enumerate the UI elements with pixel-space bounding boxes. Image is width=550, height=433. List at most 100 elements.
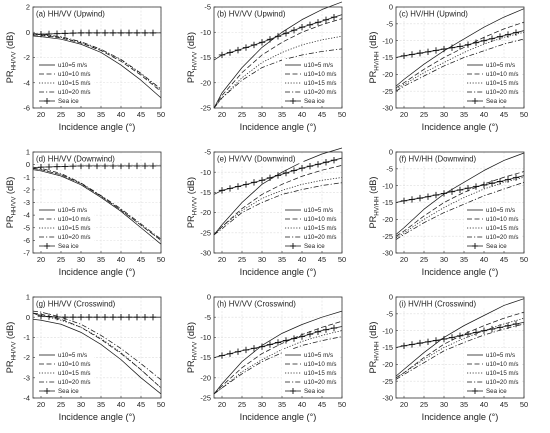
y-axis-label-unit: (dB) — [5, 322, 15, 342]
sea-ice-marker — [218, 352, 226, 359]
legend-box — [282, 349, 340, 396]
legend-label: u10=10 m/s — [486, 71, 519, 78]
sea-ice-marker — [125, 29, 133, 37]
sea-ice-marker — [298, 333, 306, 340]
sea-ice-marker — [141, 29, 149, 37]
series — [32, 166, 162, 240]
series-line — [32, 169, 162, 245]
y-axis-label: PRHV/HH (dB) — [368, 322, 381, 374]
legend: u10=5 m/s u10=10 m/s u10=15 m/s u10=20 m/s S… — [464, 59, 522, 106]
series — [32, 33, 162, 90]
y-axis-label: PRHH/VV (dB) — [5, 32, 18, 84]
y-axis-label-subscript: HV/VV — [192, 51, 199, 70]
series-line — [395, 38, 525, 92]
sea-ice-marker — [290, 335, 298, 342]
legend: u10=5 m/s u10=10 m/s u10=15 m/s u10=20 m/s S… — [36, 204, 94, 251]
sea-ice-marker — [456, 186, 464, 194]
plot-frame — [395, 151, 525, 254]
x-tick-label: 40 — [298, 110, 306, 119]
y-tick-label: -20 — [200, 373, 211, 382]
y-tick-label: -15 — [200, 353, 211, 362]
x-tick-label: 20 — [400, 400, 408, 409]
y-axis-label-unit: (dB) — [5, 32, 15, 52]
legend-label: u10=20 m/s — [486, 89, 519, 96]
sea-ice-marker — [109, 314, 117, 321]
y-tick-label: -15 — [382, 53, 393, 62]
y-axis-label-subscript: HH/VV — [11, 341, 18, 361]
x-tick-label: 25 — [420, 400, 428, 409]
legend-label: u10=20 m/s — [486, 234, 519, 241]
panel-title: (h) HV/VV (Crosswind) — [217, 299, 296, 308]
x-tick-label: 45 — [137, 110, 145, 119]
y-tick-label: -20 — [382, 70, 393, 79]
legend-label: u10=20 m/s — [486, 379, 519, 386]
sea-ice-marker — [448, 188, 456, 195]
series — [395, 323, 525, 380]
x-tick-label: 20 — [400, 110, 408, 119]
legend: u10=5 m/s u10=10 m/s u10=15 m/s u10=20 m/s S… — [282, 204, 340, 251]
x-tick-label: 25 — [238, 255, 246, 264]
sea-ice-marker — [488, 180, 496, 187]
x-tick-label: 45 — [137, 400, 145, 409]
legend-label: u10=15 m/s — [486, 370, 519, 377]
x-tick-label: 30 — [440, 110, 448, 119]
legend-label: u10=10 m/s — [304, 216, 337, 223]
legend-label: u10=15 m/s — [58, 370, 91, 377]
y-tick-label: -30 — [382, 249, 393, 258]
series — [395, 176, 525, 239]
x-tick-label: 50 — [338, 110, 346, 119]
sea-ice-marker — [117, 314, 125, 321]
y-tick-label: -10 — [382, 181, 393, 190]
sea-ice-marker — [330, 14, 338, 21]
series — [213, 182, 343, 236]
chart-panel: 20 25 30 35 40 45 50 -30 -25 -20 -15 -10 -5 (e) HV/VV… — [186, 148, 346, 277]
x-tick-label: 35 — [97, 110, 105, 119]
y-tick-label: -10 — [200, 168, 211, 177]
series — [32, 168, 162, 241]
sea-ice-marker — [416, 49, 424, 57]
legend-label: Sea ice — [58, 243, 79, 250]
x-tick-label: 50 — [520, 400, 528, 409]
y-axis-label-main: PR — [5, 215, 15, 228]
series — [395, 311, 525, 379]
y-tick-label: -5 — [386, 164, 393, 173]
series — [213, 14, 343, 61]
sea-ice-marker — [77, 314, 85, 321]
y-tick-label: -5 — [386, 19, 393, 28]
sea-ice-marker — [125, 162, 133, 170]
y-tick-label: -25 — [200, 104, 211, 113]
y-axis-label-subscript: HV/VV — [192, 196, 199, 215]
x-tick-label: 35 — [278, 400, 286, 409]
series-line — [213, 182, 343, 236]
sea-ice-marker — [242, 346, 250, 354]
sea-ice-marker — [480, 327, 488, 334]
plot-frame — [32, 6, 162, 109]
series — [32, 162, 161, 171]
y-tick-label: -25 — [382, 377, 393, 386]
sea-ice-marker — [314, 161, 322, 168]
y-tick-label: -10 — [200, 333, 211, 342]
sea-ice-marker — [266, 341, 274, 348]
y-axis-label-unit: (dB) — [368, 177, 378, 197]
legend-label: u10=10 m/s — [58, 361, 91, 368]
legend-marker — [44, 98, 50, 104]
x-axis-label: Incidence angle (°) — [422, 412, 499, 422]
x-tick-label: 25 — [238, 400, 246, 409]
x-tick-label: 40 — [117, 255, 125, 264]
panel-title-bg — [215, 8, 304, 19]
sea-ice-marker — [53, 30, 61, 37]
y-tick-label: -5 — [23, 223, 30, 232]
legend-marker — [472, 98, 478, 104]
y-tick-label: -4 — [23, 78, 30, 87]
panel-title-bg — [34, 298, 123, 309]
y-axis-label: PRHH/VV (dB) — [5, 177, 18, 229]
plot-frame — [395, 6, 525, 109]
legend-label: u10=5 m/s — [486, 352, 515, 359]
legend-marker — [44, 388, 50, 394]
series-line — [213, 310, 343, 395]
series-line — [395, 171, 525, 237]
series — [213, 320, 343, 395]
legend-label: u10=5 m/s — [304, 207, 333, 214]
legend: u10=5 m/s u10=10 m/s u10=15 m/s u10=20 m/s S… — [464, 349, 522, 396]
legend-label: u10=10 m/s — [58, 71, 91, 78]
